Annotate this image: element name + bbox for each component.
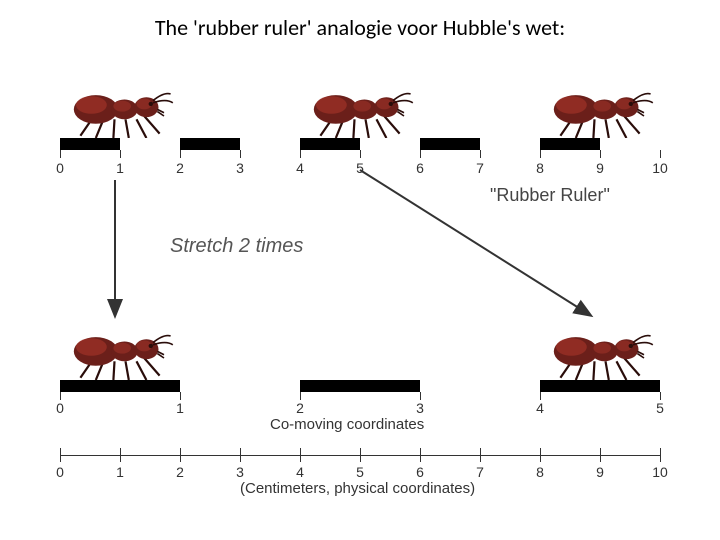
ant-icon (545, 325, 655, 380)
tick-label: 5 (656, 400, 664, 416)
tick-label: 5 (356, 464, 364, 480)
tick-label: 4 (296, 464, 304, 480)
arrow-right (360, 170, 590, 315)
tick (540, 448, 541, 462)
tick-label: 0 (56, 400, 64, 416)
tick (120, 448, 121, 462)
page-title: The 'rubber ruler' analogie voor Hubble'… (0, 0, 720, 41)
arrows (60, 70, 660, 500)
tick-label: 10 (652, 464, 668, 480)
tick (420, 448, 421, 462)
tick (180, 448, 181, 462)
tick (300, 448, 301, 462)
tick-label: 9 (596, 464, 604, 480)
ruler-segment (60, 380, 180, 392)
ant-bottom-1 (545, 325, 645, 375)
comoving-ruler (60, 380, 660, 392)
tick (540, 392, 541, 400)
tick-label: 3 (416, 400, 424, 416)
tick-label: 7 (476, 464, 484, 480)
tick (480, 448, 481, 462)
physical-label: (Centimeters, physical coordinates) (240, 480, 475, 497)
tick-label: 2 (176, 464, 184, 480)
tick (660, 448, 661, 462)
ant-bottom-0 (65, 325, 165, 375)
tick-label: 1 (176, 400, 184, 416)
ruler-segment (540, 380, 660, 392)
tick (240, 448, 241, 462)
tick-label: 4 (536, 400, 544, 416)
comoving-label: Co-moving coordinates (270, 416, 424, 433)
tick (360, 448, 361, 462)
diagram-canvas: 012345678910 "Rubber Ruler" Stretch 2 ti… (60, 70, 660, 500)
tick-label: 2 (296, 400, 304, 416)
tick-label: 6 (416, 464, 424, 480)
tick (180, 392, 181, 400)
tick-label: 0 (56, 464, 64, 480)
tick-label: 1 (116, 464, 124, 480)
tick (300, 392, 301, 400)
tick (660, 150, 661, 158)
tick (60, 392, 61, 400)
tick-label: 8 (536, 464, 544, 480)
tick-label: 3 (236, 464, 244, 480)
tick (660, 392, 661, 400)
ruler-segment (300, 380, 420, 392)
ant-icon (65, 325, 175, 380)
tick (600, 448, 601, 462)
tick (420, 392, 421, 400)
tick (60, 448, 61, 462)
